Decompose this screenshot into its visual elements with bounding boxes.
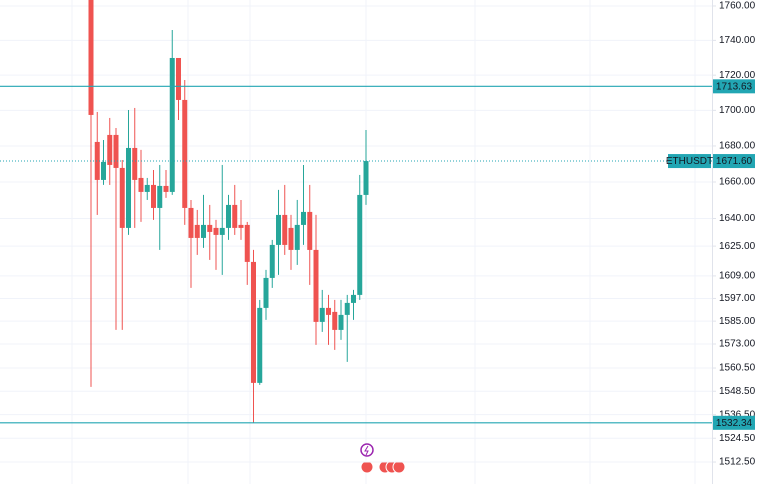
y-tick-label: 1609.00 [719,271,756,282]
event-icon [392,460,406,474]
y-tick-label: 1680.00 [719,141,756,152]
candle-body [326,307,331,315]
candle-body [338,314,344,330]
candle-body [182,99,188,208]
candle-body [144,184,150,192]
candle-body [307,211,313,250]
y-tick-label: 1760.00 [719,1,756,12]
candle-body [157,185,163,208]
candle-body [226,204,231,228]
y-tick-label: 1560.50 [719,363,756,374]
y-tick-label: 1536.50 [719,409,756,420]
candle-body [107,134,113,165]
candle-body [357,194,363,295]
candle-body [194,224,200,238]
candle-body [288,227,294,250]
candle-body [244,224,250,262]
candle-body [294,224,300,250]
candle-body [88,0,94,115]
y-tick-label: 1700.00 [719,105,756,116]
price-label: 1713.63 [716,81,753,92]
price-label: 1671.60 [716,156,753,167]
candle-body [269,244,275,278]
candle-body [188,207,194,238]
y-tick-label: 1720.00 [719,70,756,81]
candle-body [101,161,106,180]
candle-body [276,214,281,245]
y-tick-label: 1625.00 [719,241,756,252]
candle-body [213,227,219,235]
candle-body [363,161,369,195]
price-axis: 1760.00 1740.00 1720.00 1700.00 1680.00 1660.… [712,1,756,468]
y-tick-label: 1573.00 [719,339,756,350]
y-tick-label: 1640.00 [719,213,756,224]
candle-body [176,57,181,100]
candle-body [301,211,306,225]
candle-body [132,147,138,180]
price-label-box [713,415,755,430]
candle-body [163,185,169,192]
candle-body [151,184,156,208]
y-tick-label: 1597.00 [719,293,756,304]
price-grid [0,5,712,463]
candle-body [344,302,350,315]
price-label-box [713,154,755,169]
y-tick-label: 1585.00 [719,316,756,327]
candle-body [207,224,213,232]
event-icon [360,443,374,457]
candle-body [219,227,225,235]
time-grid [71,0,696,484]
candle-body [113,134,119,168]
candle-body [332,311,338,330]
candle-body [282,214,288,245]
symbol-label-box [668,154,711,169]
y-tick-label: 1740.00 [719,35,756,46]
price-label: 1532.34 [716,418,753,429]
y-tick-label: 1548.50 [719,386,756,397]
candle-body [313,249,319,322]
event-icon [364,445,369,456]
event-icon [360,460,374,474]
candle-body [126,147,131,228]
candle-body [169,57,175,192]
candle-body [119,167,125,228]
candle-body [238,224,244,228]
candle-body [251,261,256,383]
candles [88,0,369,423]
candle-body [138,177,144,192]
event-icons [360,443,406,474]
candle-body [263,277,269,308]
y-tick-label: 1660.00 [719,177,756,188]
y-tick-label: 1512.50 [719,457,756,468]
candle-body [94,141,100,180]
candle-body [351,294,356,303]
candle-body [319,307,325,322]
candle-body [257,307,263,383]
candle-body [232,204,238,228]
price-label-box [713,79,755,94]
candle-body [201,224,206,238]
y-tick-label: 1524.50 [719,433,756,444]
symbol-label: ETHUSDT [666,156,713,167]
